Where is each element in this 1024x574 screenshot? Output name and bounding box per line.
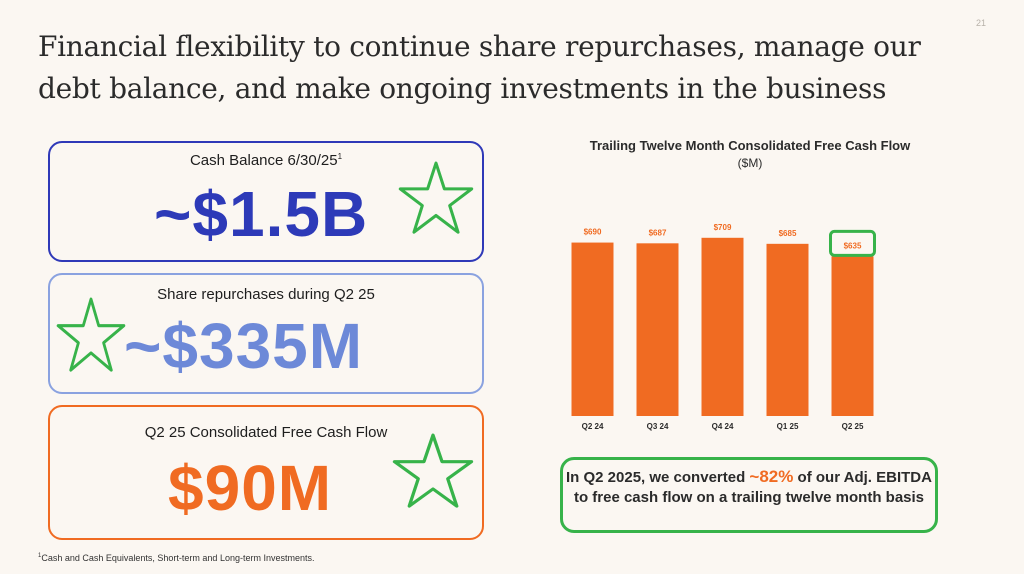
bar-value-label: $687 (649, 228, 667, 237)
bar-q1-25 (766, 243, 809, 416)
bar-q2-24 (571, 242, 614, 416)
bar-value-label: $709 (714, 223, 732, 232)
fcf-bar-chart: $690 Q2 24 $687 Q3 24 $709 Q4 24 $685 Q1 25 $635… (571, 223, 876, 431)
page-number: 21 (975, 18, 986, 28)
bar-q2-25 (831, 256, 874, 416)
star-annotation-icon (56, 297, 126, 372)
bar-q3-24 (636, 243, 679, 416)
bar-value-label: $635 (844, 241, 862, 250)
chart-subtitle: ($M) (737, 156, 763, 170)
callout-highlight: ~82% (749, 467, 794, 486)
bar-q4-24 (701, 237, 744, 416)
highlight-box (829, 229, 876, 257)
footnote-mark: 1 (337, 152, 343, 161)
share-repurchases-value: ~$335M (124, 310, 364, 382)
conversion-callout: In Q2 2025, we converted ~82% of our Adj… (560, 457, 938, 533)
free-cash-flow-value: $90M (168, 452, 333, 524)
x-tick-label: Q4 24 (712, 422, 734, 431)
star-annotation-icon (398, 161, 474, 234)
footnote: 1Cash and Cash Equivalents, Short-term a… (38, 553, 315, 563)
x-tick-label: Q1 25 (777, 422, 799, 431)
free-cash-flow-label: Q2 25 Consolidated Free Cash Flow (144, 424, 388, 441)
bar-value-label: $690 (584, 228, 602, 237)
page-title: Financial flexibility to continue share … (38, 30, 921, 105)
cash-balance-label: Cash Balance 6/30/251 (189, 152, 343, 169)
bar-value-label: $685 (779, 229, 797, 238)
share-repurchases-label: Share repurchases during Q2 25 (157, 286, 375, 303)
x-tick-label: Q2 25 (842, 422, 864, 431)
footnote-mark: 1 (38, 553, 42, 559)
x-tick-label: Q3 24 (647, 422, 669, 431)
cash-balance-card: Cash Balance 6/30/251 ~$1.5B (48, 141, 484, 262)
cash-balance-value: ~$1.5B (154, 178, 369, 250)
x-tick-label: Q2 24 (582, 422, 604, 431)
callout-text: In Q2 2025, we converted ~82% of our Adj… (566, 467, 932, 506)
share-repurchases-card: Share repurchases during Q2 25 ~$335M (48, 273, 484, 394)
star-annotation-icon (392, 433, 474, 508)
chart-title: Trailing Twelve Month Consolidated Free … (589, 138, 911, 153)
